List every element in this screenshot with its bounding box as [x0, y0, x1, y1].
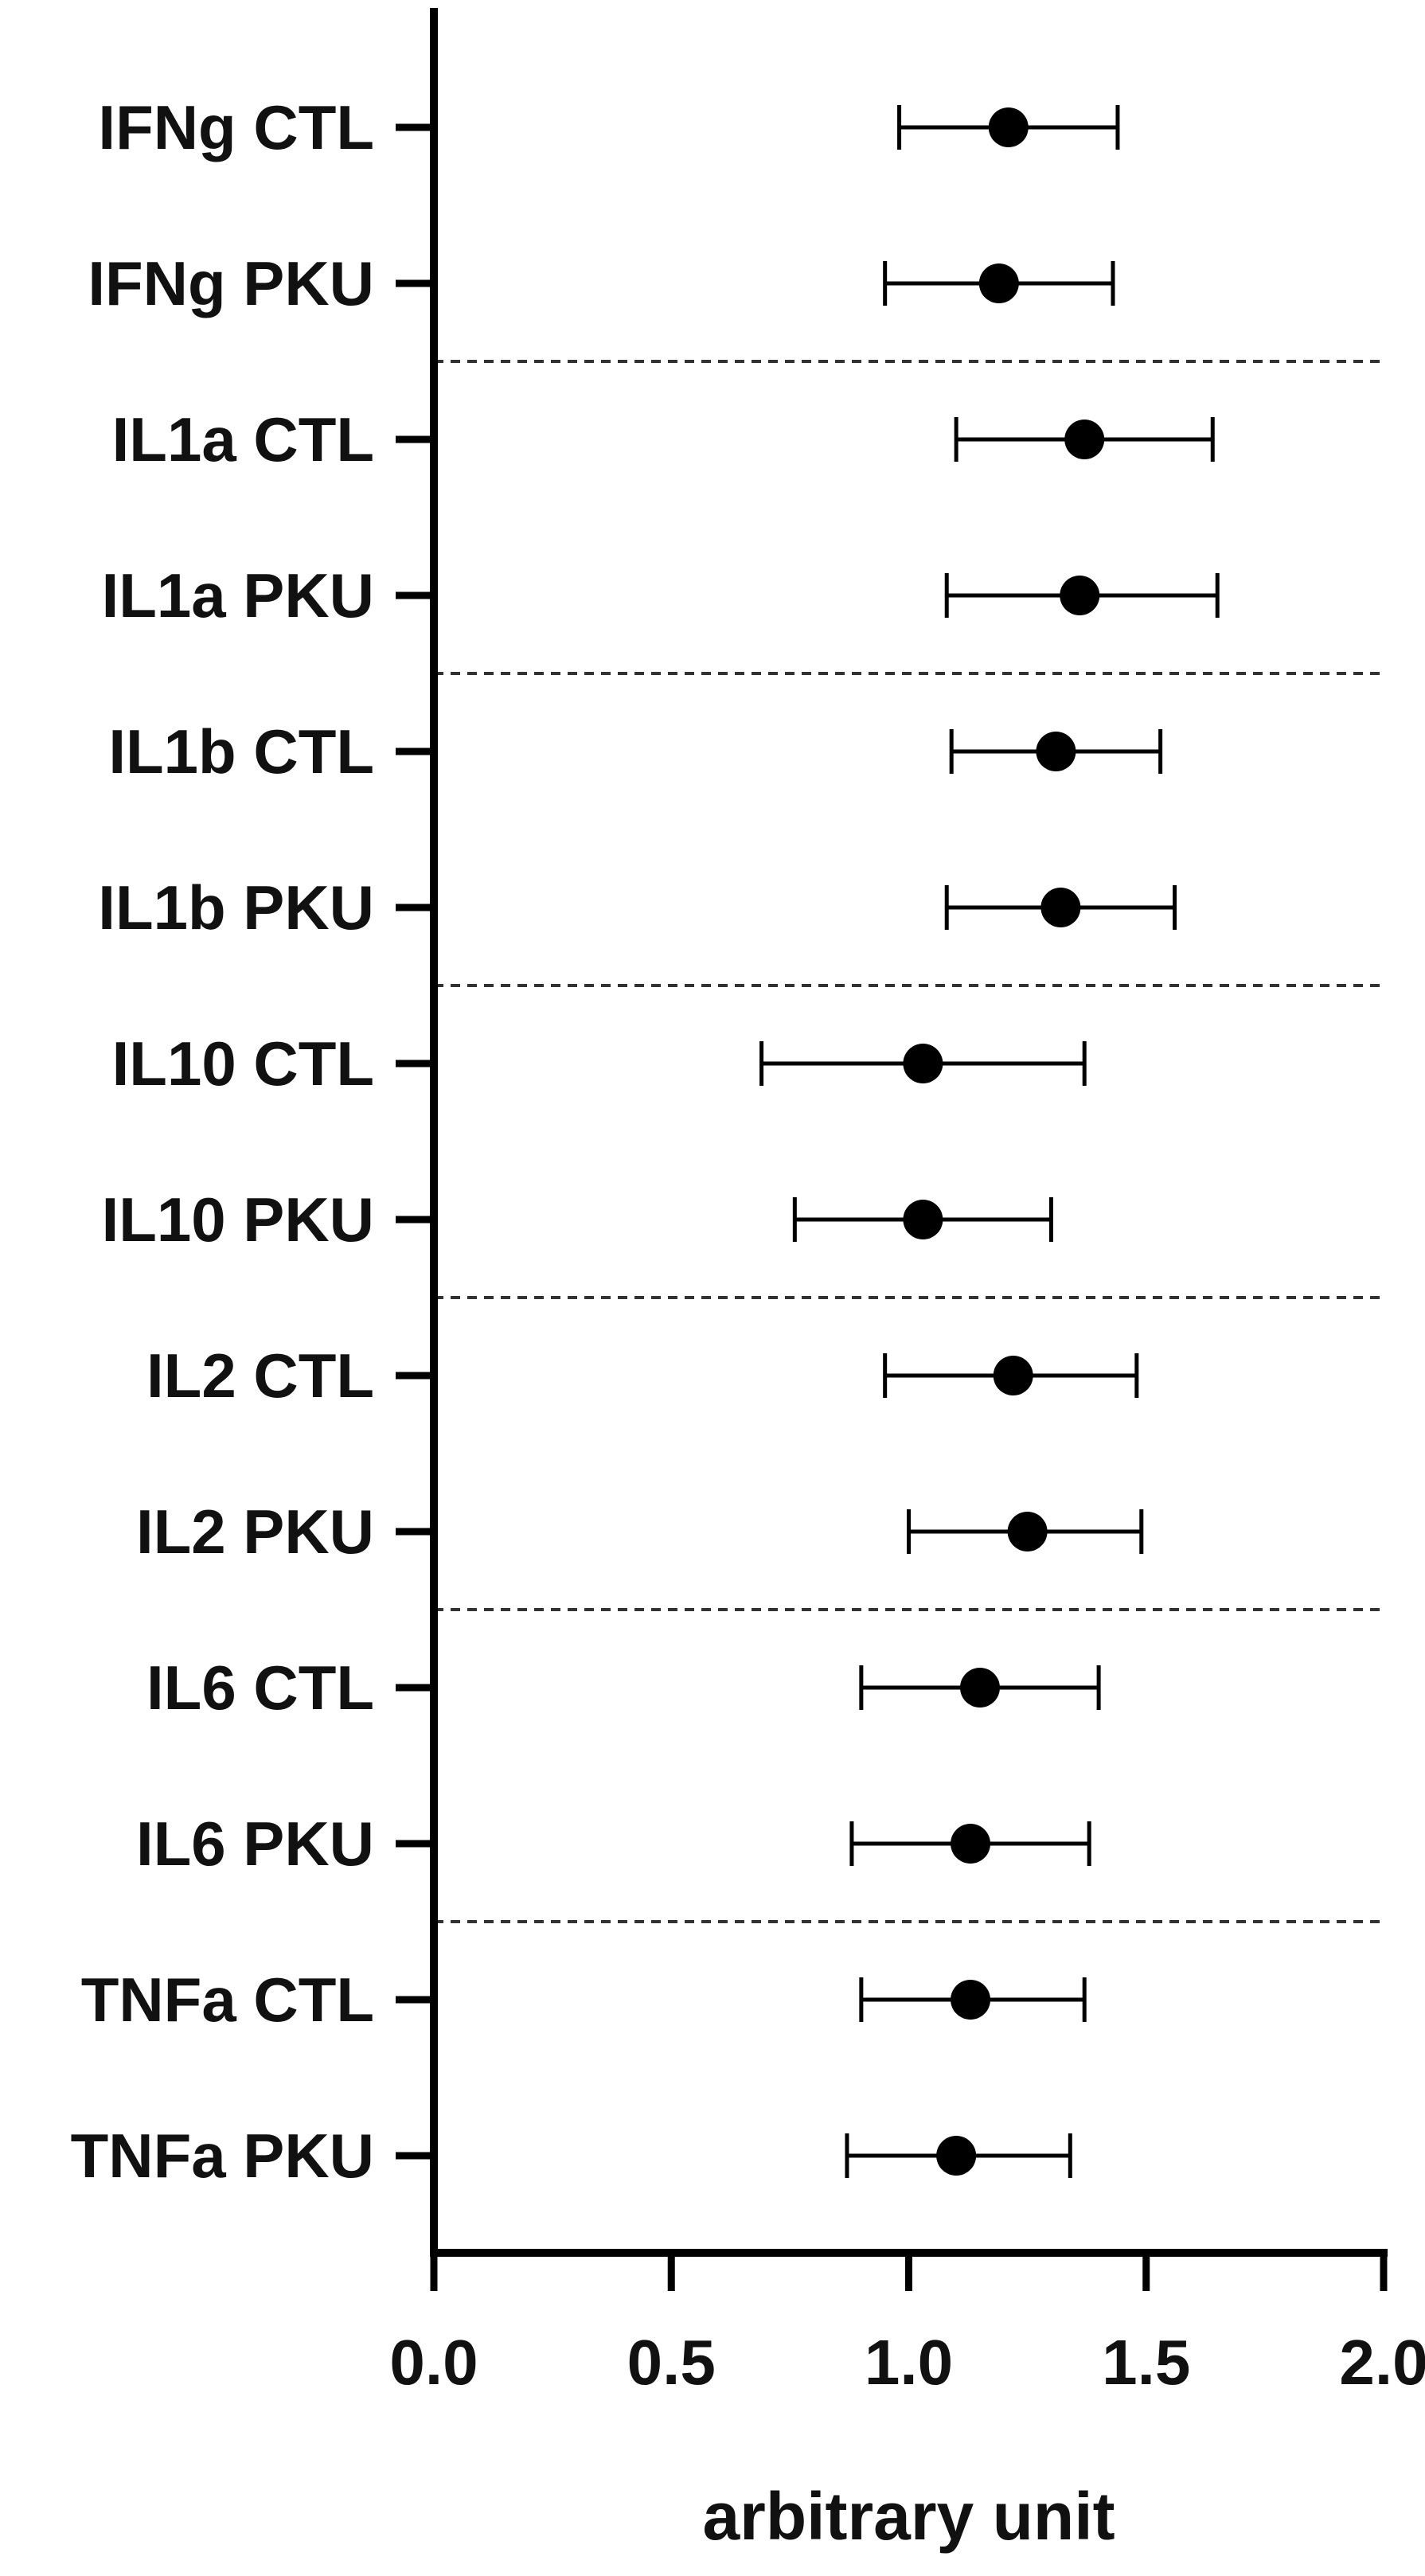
y-tick-label: IL1a CTL [112, 404, 374, 474]
data-point [993, 1356, 1033, 1395]
data-point [988, 107, 1029, 147]
x-axis-ticks: 0.0 0.5 1.0 1.5 2.0 [389, 2253, 1425, 2398]
data-point [959, 1668, 1000, 1708]
y-tick-label: IL2 CTL [146, 1341, 374, 1411]
x-tick-label: 2.0 [1339, 2327, 1425, 2398]
data-point [1060, 576, 1100, 615]
axes [430, 8, 1388, 2257]
data-point-group [883, 1353, 1139, 1398]
y-tick-label: IL1a PKU [102, 560, 374, 630]
data-point-group [883, 261, 1115, 306]
data-point [978, 263, 1019, 303]
y-axis-ticks: IFNg CTL IFNg PKU IL1a CTL IL1a PKU IL1b CTL… [71, 92, 434, 2191]
data-point-group [949, 729, 1163, 774]
data-point-group [944, 573, 1220, 618]
data-point-group [849, 1821, 1091, 1866]
data-point-group [944, 885, 1177, 930]
data-point-group [907, 1509, 1144, 1554]
data-point-group [759, 1041, 1087, 1086]
data-point [1007, 1512, 1048, 1551]
data-point [951, 1980, 991, 2020]
data-point [936, 2136, 977, 2176]
y-tick-label: IFNg CTL [98, 92, 374, 162]
data-point [951, 1824, 991, 1864]
y-tick-label: IL10 CTL [112, 1028, 374, 1099]
data-point-group [792, 1197, 1053, 1242]
y-tick-label: IL10 PKU [102, 1185, 374, 1255]
data-point-group [897, 105, 1120, 150]
y-tick-label: IL6 PKU [136, 1809, 374, 1879]
data-point [903, 1044, 943, 1083]
data-point-group [859, 1977, 1087, 2022]
x-axis-title: arbitrary unit [702, 2479, 1115, 2554]
y-tick-label: TNFa PKU [71, 2121, 374, 2191]
data-point-group [845, 2133, 1072, 2178]
data-point-group [954, 417, 1215, 462]
y-tick-label: IL6 CTL [146, 1653, 374, 1723]
x-tick-label: 0.5 [627, 2327, 716, 2398]
x-tick-label: 0.0 [389, 2327, 478, 2398]
y-tick-label: TNFa CTL [81, 1965, 374, 2035]
x-tick-label: 1.0 [865, 2327, 953, 2398]
y-tick-label: IFNg PKU [88, 248, 374, 318]
data-marks [759, 105, 1220, 2178]
data-point [1064, 420, 1105, 459]
group-separators [434, 360, 1384, 1923]
y-tick-label: IL1b CTL [108, 716, 374, 786]
y-tick-label: IL2 PKU [136, 1497, 374, 1567]
data-point-group [859, 1665, 1101, 1710]
y-tick-label: IL1b PKU [98, 872, 374, 943]
data-point [1036, 732, 1076, 771]
data-point [1040, 888, 1081, 927]
data-point [903, 1200, 943, 1239]
x-tick-label: 1.5 [1102, 2327, 1190, 2398]
